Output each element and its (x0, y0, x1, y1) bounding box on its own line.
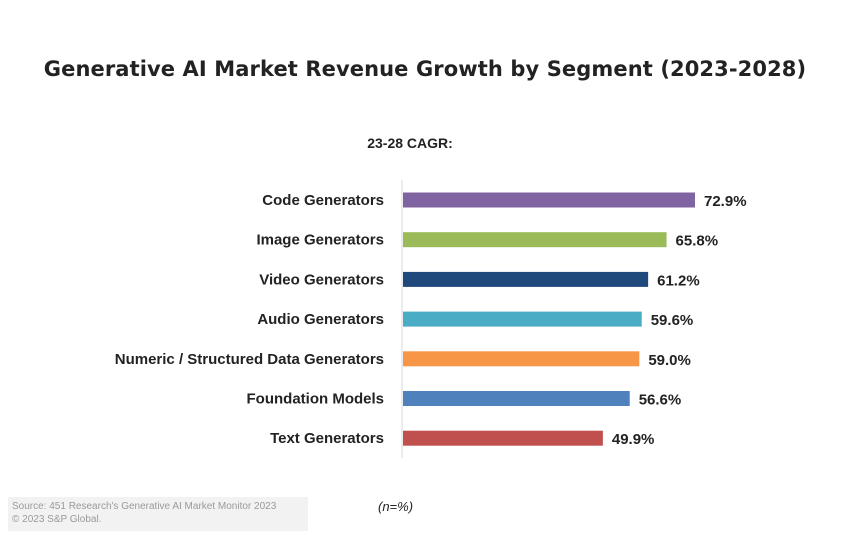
bar-5 (403, 391, 630, 406)
category-label: Code Generators (262, 192, 384, 209)
bar-3 (403, 311, 642, 327)
bar-0 (403, 192, 695, 208)
bar-2 (403, 271, 649, 287)
value-label: 72.9% (704, 193, 747, 210)
category-label: Foundation Models (247, 391, 384, 408)
value-label: 59.0% (648, 352, 691, 369)
category-label: Text Generators (270, 430, 384, 447)
category-label: Audio Generators (257, 311, 384, 328)
category-label: Numeric / Structured Data Generators (115, 351, 384, 368)
category-label: Video Generators (259, 271, 384, 288)
value-label: 65.8% (676, 233, 719, 250)
chart-title: Generative AI Market Revenue Growth by S… (43, 57, 807, 81)
value-label: 56.6% (639, 392, 682, 409)
sample-note: (n=%) (378, 499, 414, 514)
copyright-line: © 2023 S&P Global. (12, 514, 102, 525)
value-label: 49.9% (612, 431, 655, 448)
bar-1 (403, 232, 667, 248)
source-box: Source: 451 Research's Generative AI Mar… (8, 497, 308, 531)
bar-6 (403, 430, 603, 446)
value-label: 61.2% (657, 272, 700, 289)
category-labels-group: Code Generators Image Generators Video Gen… (115, 192, 384, 447)
value-labels-group: 72.9% 65.8% 61.2% 59.6% 59.0% 56.6% 49.9% (612, 193, 747, 448)
chart-subtitle: 23-28 CAGR: (367, 135, 453, 151)
bars-group (403, 192, 695, 446)
bar-4 (403, 351, 640, 367)
category-label: Image Generators (256, 232, 384, 249)
source-line: Source: 451 Research's Generative AI Mar… (12, 501, 277, 512)
value-label: 59.6% (651, 312, 694, 329)
